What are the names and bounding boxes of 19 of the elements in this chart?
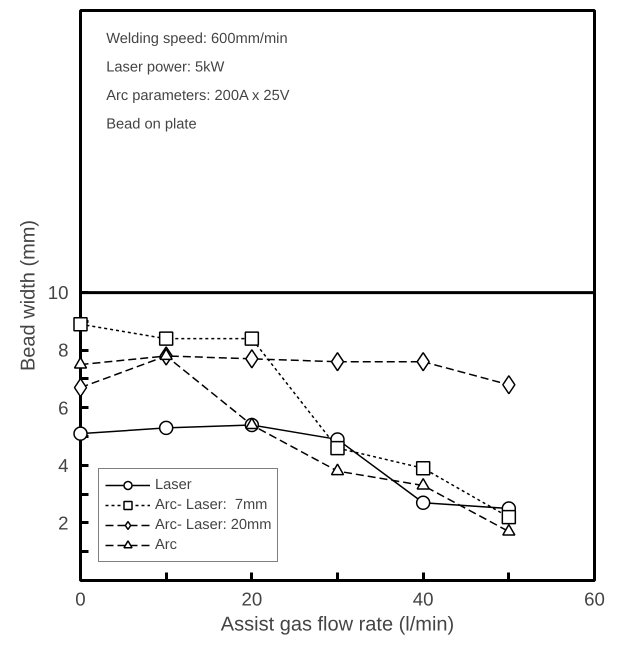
- legend-label: Arc- Laser: 7mm: [155, 497, 268, 513]
- legend-label: Arc- Laser: 20mm: [155, 517, 272, 533]
- y-tick-label: 4: [58, 454, 69, 476]
- annotation: Arc parameters: 200A x 25V: [106, 88, 290, 104]
- annotation: Welding speed: 600mm/min: [106, 31, 288, 47]
- x-tick-label: 20: [241, 588, 262, 610]
- annotation: Laser power: 5kW: [106, 60, 224, 76]
- x-tick-label: 60: [584, 588, 605, 610]
- y-tick-label: 8: [58, 340, 69, 361]
- x-tick-label: 0: [75, 588, 86, 610]
- legend-label: Laser: [155, 477, 192, 493]
- legend-label: Arc: [155, 537, 177, 553]
- x-axis-title: Assist gas flow rate (l/min): [220, 614, 454, 636]
- y-tick-label: 10: [48, 282, 69, 304]
- y-axis-title: Bead width (mm): [18, 220, 40, 372]
- annotation: Bead on plate: [106, 116, 197, 132]
- y-tick-label: 2: [58, 512, 69, 534]
- x-tick-label: 40: [412, 588, 434, 610]
- y-tick-label: 6: [58, 397, 69, 418]
